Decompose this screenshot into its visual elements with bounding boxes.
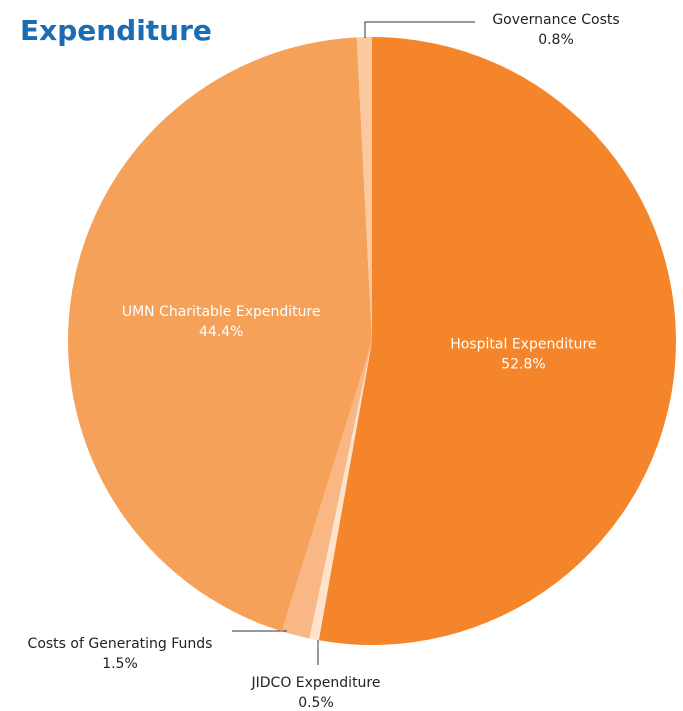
slice-label: Costs of Generating Funds <box>28 636 213 652</box>
leader-line <box>364 21 475 38</box>
slice-label: Governance Costs <box>492 12 619 28</box>
slice-value-label: 52.8% <box>501 356 545 372</box>
pie-slice <box>356 37 372 341</box>
pie-slice <box>309 341 372 641</box>
chart-title: Expenditure <box>20 14 212 47</box>
slice-value-label: 44.4% <box>199 324 243 340</box>
slice-value-label: 0.8% <box>538 32 574 48</box>
slice-label: UMN Charitable Expenditure <box>122 304 321 320</box>
slice-value-label: 0.5% <box>298 695 334 707</box>
pie-slice <box>281 341 372 639</box>
slice-value-label: 1.5% <box>102 656 138 672</box>
slice-label: JIDCO Expenditure <box>251 675 381 691</box>
slice-label: Hospital Expenditure <box>450 336 596 352</box>
pie-slice <box>318 37 677 645</box>
pie-slice <box>67 37 372 632</box>
